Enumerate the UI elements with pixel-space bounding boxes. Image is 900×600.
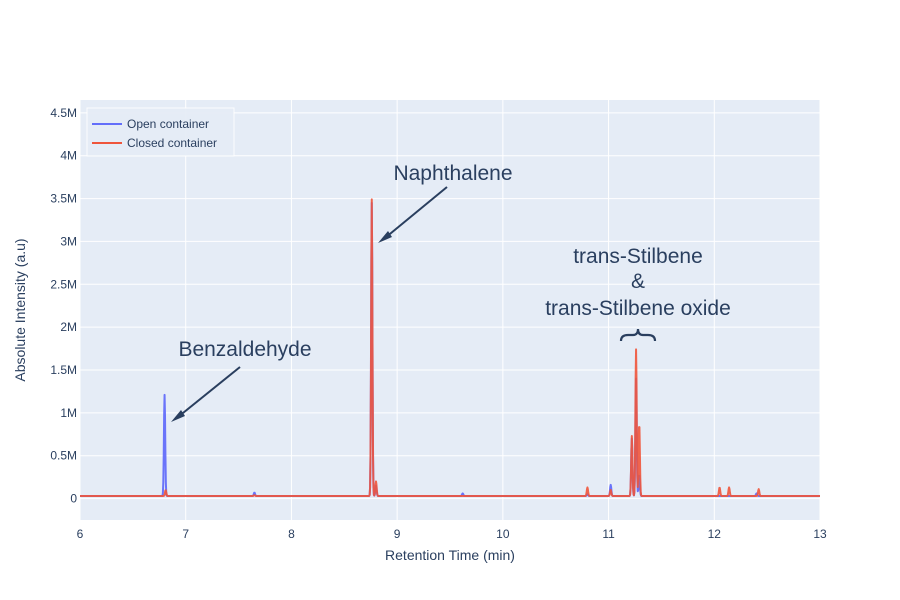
y-tick-label-8: 4M — [60, 149, 77, 163]
y-tick-label-0: 0 — [70, 492, 77, 506]
x-tick-label-10: 10 — [496, 527, 510, 541]
y-axis-title: Absolute Intensity (a.u) — [12, 238, 28, 381]
annotation-stilbene-line1: trans-Stilbene — [573, 245, 703, 268]
annotation-naphthalene-label: Naphthalene — [393, 162, 512, 185]
x-tick-label-6: 6 — [77, 527, 84, 541]
annotation-naphthalene-arrowhead — [378, 231, 392, 243]
annotation-benzaldehyde-arrowhead — [171, 410, 185, 422]
annotation-benzaldehyde-arrow — [177, 366, 241, 418]
legend[interactable]: Open container Closed container — [86, 107, 235, 157]
y-tick-label-1: 0.5M — [50, 449, 77, 463]
series-layer — [79, 198, 821, 497]
x-tick-label-11: 11 — [602, 527, 615, 541]
annotation-stilbene-brace — [619, 328, 657, 342]
x-axis-title: Retention Time (min) — [385, 547, 515, 563]
legend-background — [86, 107, 235, 157]
x-gridlines — [79, 100, 821, 520]
y-tick-label-9: 4.5M — [50, 106, 77, 120]
annotation-naphthalene: Naphthalene — [378, 162, 513, 243]
annotation-benzaldehyde: Benzaldehyde — [171, 338, 312, 422]
y-tick-labels: 0 0.5M 1M 1.5M 2M 2.5M 3M 3.5M 4M 4.5M — [50, 106, 77, 506]
legend-label-closed-container[interactable]: Closed container — [127, 136, 217, 150]
x-tick-label-8: 8 — [288, 527, 295, 541]
annotation-stilbene-line3: trans-Stilbene oxide — [545, 297, 731, 320]
annotation-naphthalene-arrow — [384, 186, 448, 239]
series-line-closed-container — [79, 198, 821, 497]
y-tick-label-6: 3M — [60, 234, 77, 248]
annotation-benzaldehyde-label: Benzaldehyde — [178, 338, 311, 361]
x-tick-label-9: 9 — [394, 527, 401, 541]
y-tick-label-3: 1.5M — [50, 363, 77, 377]
plot-background — [80, 100, 820, 520]
legend-label-open-container[interactable]: Open container — [127, 117, 209, 131]
y-tick-label-7: 3.5M — [50, 192, 77, 206]
x-tick-label-12: 12 — [708, 527, 722, 541]
x-tick-label-13: 13 — [813, 527, 827, 541]
y-tick-label-4: 2M — [60, 320, 77, 334]
x-tick-labels: 6 7 8 9 10 11 12 13 — [77, 527, 827, 541]
y-tick-label-5: 2.5M — [50, 277, 77, 291]
x-tick-label-7: 7 — [182, 527, 189, 541]
y-tick-label-2: 1M — [60, 406, 77, 420]
annotation-stilbene: trans-Stilbene & trans-Stilbene oxide — [545, 245, 731, 342]
annotation-stilbene-line2: & — [631, 270, 645, 293]
